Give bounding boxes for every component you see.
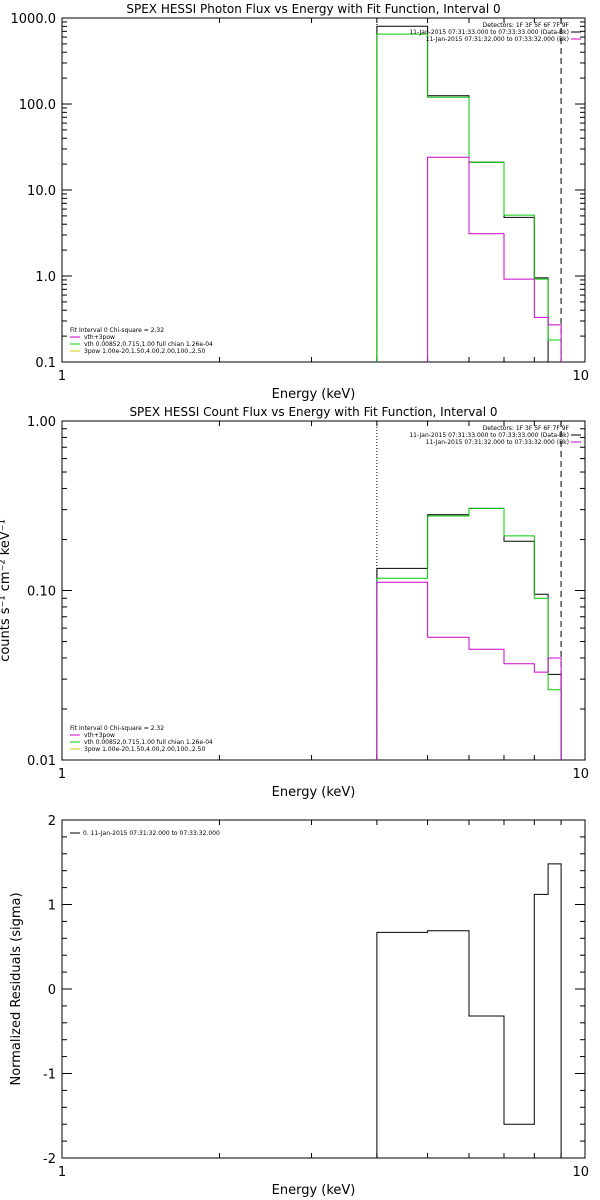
legend-label: vth+3pow bbox=[84, 334, 115, 341]
series-line-data bbox=[376, 507, 562, 760]
series-line-background bbox=[427, 156, 562, 362]
series-line-fit-vth bbox=[376, 33, 562, 362]
plot-frame bbox=[61, 17, 586, 363]
y-tick-label: 0 bbox=[48, 983, 56, 998]
y-axis-title: Normalized Residuals (sigma) bbox=[9, 892, 24, 1085]
x-tick-label: 1 bbox=[58, 369, 66, 384]
y-tick-label: 1 bbox=[48, 899, 56, 914]
legend-label: 3pow 1.00e-20,1.50,4.00,2.00,100.,2.50 bbox=[84, 348, 205, 355]
x-axis-title: Energy (keV) bbox=[272, 785, 356, 800]
y-tick-label: -2 bbox=[43, 1152, 56, 1167]
y-tick-label: 0.1 bbox=[35, 356, 56, 371]
legend-header: Fit Interval 0 Chi-square = 2.32 bbox=[70, 725, 164, 732]
legend-label: 11-Jan-2015 07:31:33.000 to 07:33:33.000… bbox=[409, 432, 569, 439]
legend-label: 11-Jan-2015 07:31:33.000 to 07:33:33.000… bbox=[409, 29, 569, 36]
legend-label: 11-Jan-2015 07:31:32.000 to 07:33:32.000… bbox=[426, 36, 569, 43]
series-line-residuals bbox=[376, 863, 562, 1158]
y-tick-label: -1 bbox=[43, 1068, 56, 1083]
x-axis-title: Energy (keV) bbox=[272, 1183, 356, 1198]
x-tick-label: 10 bbox=[572, 767, 589, 782]
legend-label: vth 0.00852,0.715,1.00 full chian 1.26e-… bbox=[84, 341, 213, 348]
legend-header: Detectors: 1F 3F 5F 6F 7F 9F bbox=[483, 22, 570, 29]
legend-header: Fit Interval 0 Chi-square = 2.32 bbox=[70, 327, 164, 334]
series-line-background bbox=[376, 581, 562, 760]
y-tick-label: 1000.0 bbox=[11, 12, 57, 27]
chart-title: SPEX HESSI Photon Flux vs Energy with Fi… bbox=[126, 2, 500, 16]
y-tick-label: 0.01 bbox=[27, 754, 56, 769]
y-tick-label: 2 bbox=[48, 814, 56, 829]
y-tick-label: 10.0 bbox=[27, 184, 56, 199]
legend-label: vth 0.00852,0.715,1.00 full chian 1.26e-… bbox=[84, 739, 213, 746]
plot-frame bbox=[61, 819, 586, 1159]
legend-header: Detectors: 1F 3F 5F 6F 7F 9F bbox=[483, 425, 570, 432]
x-tick-label: 1 bbox=[58, 1165, 66, 1180]
y-tick-label: 1.0 bbox=[35, 270, 56, 285]
legend-label: 0. 11-Jan-2015 07:31:32.000 to 07:33:32.… bbox=[83, 830, 220, 837]
chart-title: SPEX HESSI Count Flux vs Energy with Fit… bbox=[129, 405, 497, 419]
x-tick-label: 10 bbox=[572, 369, 589, 384]
y-tick-label: 100.0 bbox=[19, 98, 56, 113]
x-tick-label: 1 bbox=[58, 767, 66, 782]
y-axis-title: counts s⁻¹ cm⁻² keV⁻¹ bbox=[0, 519, 13, 662]
y-tick-label: 0.10 bbox=[27, 585, 56, 600]
series-line-fit-vth bbox=[376, 507, 562, 760]
x-tick-label: 10 bbox=[572, 1165, 589, 1180]
x-axis-title: Energy (keV) bbox=[272, 387, 356, 402]
legend-label: 3pow 1.00e-20,1.50,4.00,2.00,100.,2.50 bbox=[84, 746, 205, 753]
legend-label: 11-Jan-2015 07:31:32.000 to 07:33:32.000… bbox=[426, 439, 569, 446]
y-tick-label: 1.00 bbox=[27, 415, 56, 430]
series-line-data bbox=[376, 25, 549, 362]
legend-label: vth+3pow bbox=[84, 732, 115, 739]
plot-frame bbox=[61, 420, 586, 761]
